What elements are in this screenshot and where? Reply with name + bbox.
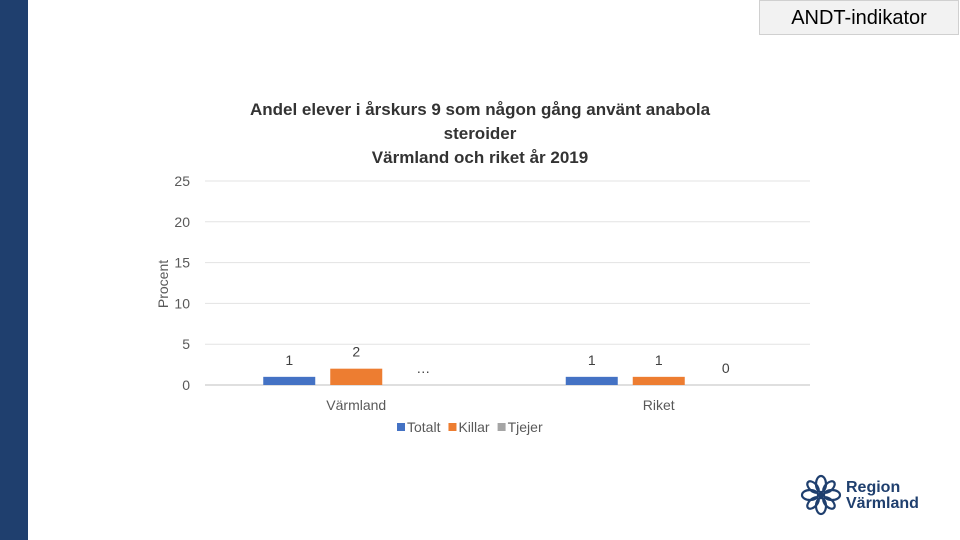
flower-logo-icon <box>800 474 842 516</box>
logo-text-line-2: Värmland <box>846 495 919 512</box>
logo-text-line-1: Region <box>846 479 901 496</box>
bar-totalt-2 <box>565 376 618 385</box>
chart-title-line-3: Värmland och riket år 2019 <box>371 148 589 167</box>
y-tick-label: 15 <box>174 255 190 271</box>
y-tick-label: 25 <box>174 173 190 189</box>
data-label: … <box>416 360 430 376</box>
y-tick-label: 20 <box>174 214 190 230</box>
y-tick-label: 10 <box>174 295 190 311</box>
chart-title-line-2: steroider <box>443 124 517 143</box>
chart-title-line-1: Andel elever i årskurs 9 som någon gång … <box>249 100 711 119</box>
data-label: 1 <box>285 352 293 368</box>
bar-totalt-1 <box>263 376 316 385</box>
legend-swatch <box>448 423 457 431</box>
data-label: 0 <box>722 360 730 376</box>
legend-label: Killar <box>458 419 489 435</box>
x-category-label: Riket <box>643 397 675 413</box>
legend-swatch <box>397 423 405 431</box>
legend-label: Totalt <box>407 419 441 435</box>
data-label: 2 <box>352 344 360 360</box>
y-axis-label: Procent <box>155 260 171 308</box>
y-tick-label: 0 <box>182 377 190 393</box>
x-category-label: Värmland <box>326 397 386 413</box>
legend-swatch <box>497 423 506 431</box>
region-varmland-logo: Region Värmland <box>800 474 940 520</box>
data-label: 1 <box>655 352 663 368</box>
side-accent-bar <box>0 0 28 540</box>
chart-title: Andel elever i årskurs 9 som någon gång … <box>200 98 760 170</box>
data-label: 1 <box>588 352 596 368</box>
legend-label: Tjejer <box>508 419 543 435</box>
bar-killar-2 <box>632 376 685 385</box>
y-tick-label: 5 <box>182 336 190 352</box>
indicator-tag: ANDT-indikator <box>759 0 959 35</box>
logo-text: Region Värmland <box>846 480 919 512</box>
bar-killar-1 <box>330 368 383 385</box>
